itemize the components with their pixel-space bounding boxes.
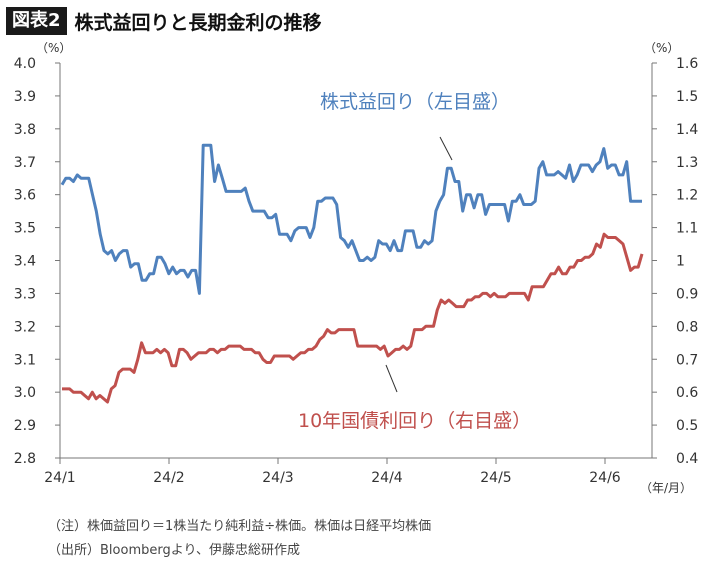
chart-axes [55,62,657,464]
x-axis-unit: （年/月） [640,481,692,495]
earnings-yield-leader-line [439,136,453,161]
right-tick-label: 0.9 [676,286,698,302]
left-tick-label: 3.1 [14,352,36,368]
left-tick-label: 3.4 [14,254,36,270]
right-tick-label: 1.2 [676,188,698,204]
chart-title: 株式益回りと長期金利の推移 [74,11,322,34]
left-tick-label: 2.9 [14,418,36,434]
x-tick-label: 24/4 [371,470,403,486]
left-tick-label: 3.0 [14,385,36,401]
right-tick-label: 1.5 [676,89,698,105]
left-tick-label: 3.6 [14,188,36,204]
chart-labels: 2.8 2.9 3.0 3.1 3.2 3.3 3.4 3.5 3.6 3.7 3.8 3.9 4.0 0… [14,41,699,495]
right-tick-label: 1.4 [676,122,698,138]
left-tick-label: 2.8 [14,451,36,467]
left-axis-unit: （%） [36,41,71,55]
earnings-yield-series-label: 株式益回り（左目盛） [320,91,510,113]
right-tick-label: 0.4 [676,451,698,467]
left-tick-label: 3.8 [14,122,36,138]
right-tick-label: 1.3 [676,155,698,171]
right-tick-label: 1 [676,254,685,270]
jgb-series-label: 10年国債利回り（右目盛） [298,410,531,432]
x-tick-label: 24/2 [153,470,184,486]
jgb-leader-line [385,364,398,393]
footnote-definition: （注）株価益回り＝1株当たり純利益÷株価。株価は日経平均株価 [48,519,432,534]
right-tick-label: 1.6 [676,56,698,72]
left-tick-label: 3.7 [14,155,36,171]
series-line-earnings-yield [60,143,642,295]
x-tick-label: 24/5 [480,470,511,486]
figure-header: 図表2 株式益回りと長期金利の推移 [6,6,322,36]
right-tick-label: 1.1 [676,221,698,237]
left-tick-label: 3.3 [14,286,36,302]
chart-series [60,143,644,404]
left-tick-label: 3.2 [14,319,36,335]
x-tick-label: 24/6 [589,470,621,486]
figure-badge: 図表2 [6,7,67,35]
right-tick-label: 0.7 [676,352,698,368]
right-axis-unit: （%） [644,41,679,55]
series-line-jgb-10y [62,232,644,404]
footnote-source: （出所）Bloombergより、伊藤忠総研作成 [48,543,300,558]
footnotes: （注）株価益回り＝1株当たり純利益÷株価。株価は日経平均株価 （出所）Bloom… [48,515,431,563]
left-tick-label: 4.0 [14,56,36,72]
left-tick-label: 3.9 [14,89,36,105]
left-tick-label: 3.5 [14,221,36,237]
x-tick-label: 24/1 [44,470,75,486]
right-tick-label: 0.5 [676,418,698,434]
right-tick-label: 0.8 [676,319,698,335]
x-tick-label: 24/3 [262,470,293,486]
right-tick-label: 0.6 [676,385,698,401]
